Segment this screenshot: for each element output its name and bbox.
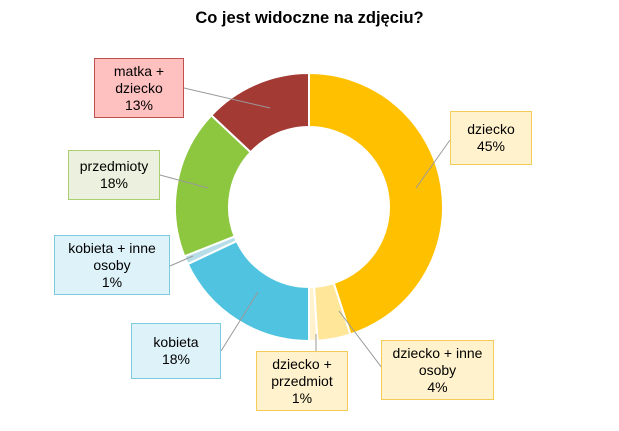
slice-matka-dziecko	[209, 71, 310, 154]
data-label: kobieta 18%	[131, 323, 221, 379]
leader-line	[183, 87, 271, 109]
data-label: kobieta + inne osoby 1%	[54, 235, 170, 295]
leader-line	[415, 139, 451, 189]
leader-line	[159, 174, 209, 189]
data-label-value: 4%	[427, 378, 448, 395]
data-label: dziecko 45%	[450, 111, 532, 165]
slice-dziecko	[308, 71, 444, 336]
data-label: matka + dziecko 13%	[94, 58, 184, 118]
data-label-category: dziecko	[115, 79, 163, 96]
leader-line	[220, 291, 259, 352]
data-label-value: 18%	[161, 351, 191, 367]
chart-title: Co jest widoczne na zdjęciu?	[195, 9, 424, 27]
data-label-category: dziecko	[467, 121, 515, 137]
data-label: dziecko + przedmiot 1%	[256, 351, 348, 411]
data-label: dziecko + inne osoby 4%	[381, 340, 494, 400]
data-label-value: 1%	[291, 389, 313, 406]
leader-line	[338, 310, 383, 369]
data-label-category: dziecko + inne	[392, 344, 483, 361]
data-label-category: kobieta + inne	[68, 239, 156, 256]
leader-line	[169, 255, 194, 267]
data-label-category: kobieta	[153, 334, 199, 350]
data-label-value: 45%	[476, 138, 506, 154]
data-label-category: matka +	[113, 62, 165, 79]
data-label-category: przedmiot	[271, 372, 333, 389]
data-label-value: 18%	[99, 175, 129, 191]
data-label-category: przedmioty	[79, 158, 149, 174]
data-label-category: dziecko +	[272, 355, 332, 372]
data-label-category: osoby	[418, 361, 457, 378]
data-label-value: 1%	[101, 273, 123, 290]
data-label: przedmioty 18%	[68, 150, 160, 200]
data-label-category: osoby	[93, 256, 131, 273]
data-label-value: 13%	[124, 96, 154, 113]
